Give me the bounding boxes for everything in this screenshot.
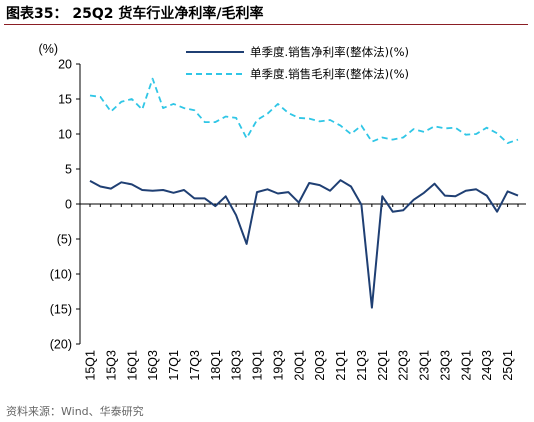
legend: 单季度.销售净利率(整体法)(%) 单季度.销售毛利率(整体法)(%)	[186, 45, 409, 81]
title-rule	[4, 24, 528, 25]
x-tick-label: 20Q1	[292, 350, 306, 381]
y-tick-label: 20	[58, 58, 72, 72]
x-tick-label: 18Q1	[209, 350, 223, 381]
x-tick-labels: 15Q1 15Q3 16Q1 16Q3 17Q1 17Q3 18Q1 18Q3 19Q1 19Q3…	[84, 204, 519, 381]
x-tick-label: 15Q1	[84, 350, 98, 381]
x-tick-label: 23Q1	[418, 350, 432, 381]
x-tick-label: 19Q1	[251, 350, 265, 381]
y-axis-unit-label: (%)	[39, 42, 58, 56]
axes	[79, 64, 526, 344]
x-tick-label: 19Q3	[271, 350, 285, 381]
y-tick-label: 10	[58, 128, 72, 142]
x-tick-label: 15Q3	[104, 350, 118, 381]
series-lines	[89, 77, 519, 309]
y-tick-label: (10)	[50, 268, 72, 282]
y-tick-label: 5	[65, 163, 72, 177]
x-tick-label: 25Q1	[501, 350, 515, 381]
x-tick-label: 22Q1	[376, 350, 390, 381]
legend-label-gross: 单季度.销售毛利率(整体法)(%)	[250, 67, 409, 81]
x-tick-label: 16Q1	[125, 350, 139, 381]
x-tick-label: 24Q3	[480, 350, 494, 381]
net-margin-line	[89, 179, 519, 309]
y-tick-label: 0	[65, 198, 72, 212]
x-tick-label: 17Q3	[188, 350, 202, 381]
figure-title: 图表35： 25Q2 货车行业净利率/毛利率	[6, 6, 264, 22]
x-tick-label: 24Q1	[459, 350, 473, 381]
x-tick-label: 23Q3	[438, 350, 452, 381]
x-tick-label: 20Q3	[313, 350, 327, 381]
x-tick-label: 18Q3	[230, 350, 244, 381]
y-tick-label: 15	[58, 93, 72, 107]
y-tick-labels: 20 15 10 5 0 (5) (10) (15) (20)	[50, 58, 80, 352]
x-tick-label: 22Q3	[397, 350, 411, 381]
x-tick-label: 21Q1	[334, 350, 348, 381]
y-tick-label: (5)	[57, 233, 72, 247]
x-tick-label: 21Q3	[355, 350, 369, 381]
gross-margin-line	[89, 77, 519, 145]
y-tick-label: (15)	[50, 303, 72, 317]
x-tick-label: 16Q3	[146, 350, 160, 381]
y-tick-label: (20)	[50, 338, 72, 352]
legend-label-net: 单季度.销售净利率(整体法)(%)	[250, 45, 409, 59]
source-note: 资料来源：Wind、华泰研究	[6, 405, 144, 418]
x-tick-label: 17Q1	[167, 350, 181, 381]
